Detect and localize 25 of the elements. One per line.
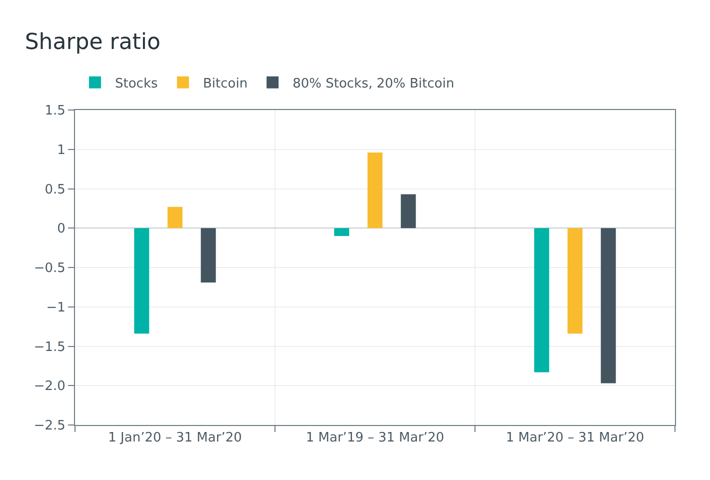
y-tick-label: 0.5 — [44, 182, 66, 198]
y-tick-label: 1.5 — [44, 104, 66, 119]
bar — [200, 228, 216, 282]
y-tick-label: 1 — [57, 142, 66, 158]
y-tick-label: 0 — [57, 222, 66, 237]
x-tick-label: 1 Jan’20 – 31 Mar’20 — [108, 430, 242, 446]
legend-label: 80% Stocks, 20% Bitcoin — [292, 76, 454, 92]
bar — [134, 228, 150, 334]
x-tick-label: 1 Mar’19 – 31 Mar’20 — [306, 430, 444, 446]
bar — [368, 152, 382, 228]
legend-label: Stocks — [115, 76, 158, 92]
bar — [334, 228, 350, 236]
y-tick-label: −2.5 — [34, 418, 66, 434]
y-tick-label: −1 — [46, 300, 66, 316]
y-tick-label: −0.5 — [34, 261, 66, 276]
bar — [534, 228, 550, 372]
y-tick-label: −2.0 — [34, 379, 66, 394]
bar — [568, 228, 582, 334]
legend-label: Bitcoin — [202, 76, 248, 92]
x-tick-label: 1 Mar’20 – 31 Mar’20 — [506, 430, 644, 446]
bar — [400, 194, 416, 228]
y-tick-label: −1.5 — [34, 340, 66, 355]
bar — [600, 228, 616, 384]
bar — [168, 206, 182, 228]
chart-title: Sharpe ratio — [24, 30, 161, 55]
